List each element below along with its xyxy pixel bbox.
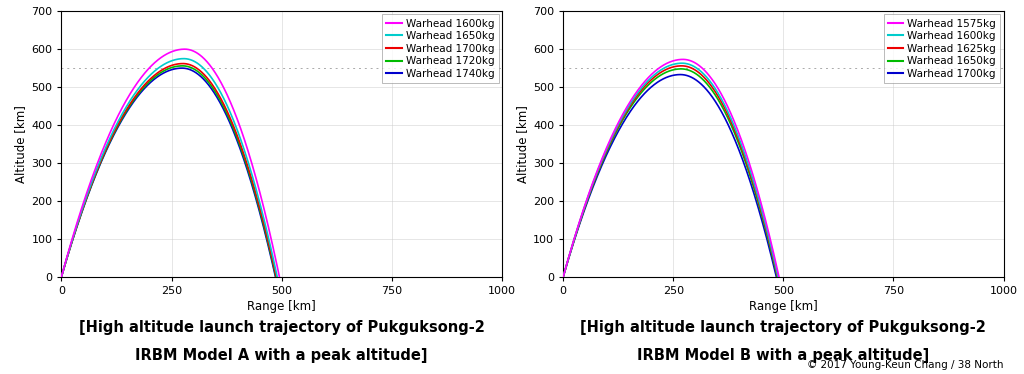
Y-axis label: Altitude [km]: Altitude [km] bbox=[14, 105, 27, 183]
Text: [High altitude launch trajectory of Pukguksong-2: [High altitude launch trajectory of Pukg… bbox=[79, 320, 484, 335]
Legend: Warhead 1600kg, Warhead 1650kg, Warhead 1700kg, Warhead 1720kg, Warhead 1740kg: Warhead 1600kg, Warhead 1650kg, Warhead … bbox=[382, 14, 499, 83]
Text: IRBM Model A with a peak altitude]: IRBM Model A with a peak altitude] bbox=[135, 348, 428, 363]
Text: © 2017 Young-Keun Chang / 38 North: © 2017 Young-Keun Chang / 38 North bbox=[807, 360, 1004, 370]
Text: [High altitude launch trajectory of Pukguksong-2: [High altitude launch trajectory of Pukg… bbox=[581, 320, 986, 335]
Y-axis label: Altitude [km]: Altitude [km] bbox=[516, 105, 528, 183]
X-axis label: Range [km]: Range [km] bbox=[247, 300, 316, 313]
Text: IRBM Model B with a peak altitude]: IRBM Model B with a peak altitude] bbox=[637, 348, 930, 363]
Legend: Warhead 1575kg, Warhead 1600kg, Warhead 1625kg, Warhead 1650kg, Warhead 1700kg: Warhead 1575kg, Warhead 1600kg, Warhead … bbox=[884, 14, 1000, 83]
X-axis label: Range [km]: Range [km] bbox=[749, 300, 818, 313]
